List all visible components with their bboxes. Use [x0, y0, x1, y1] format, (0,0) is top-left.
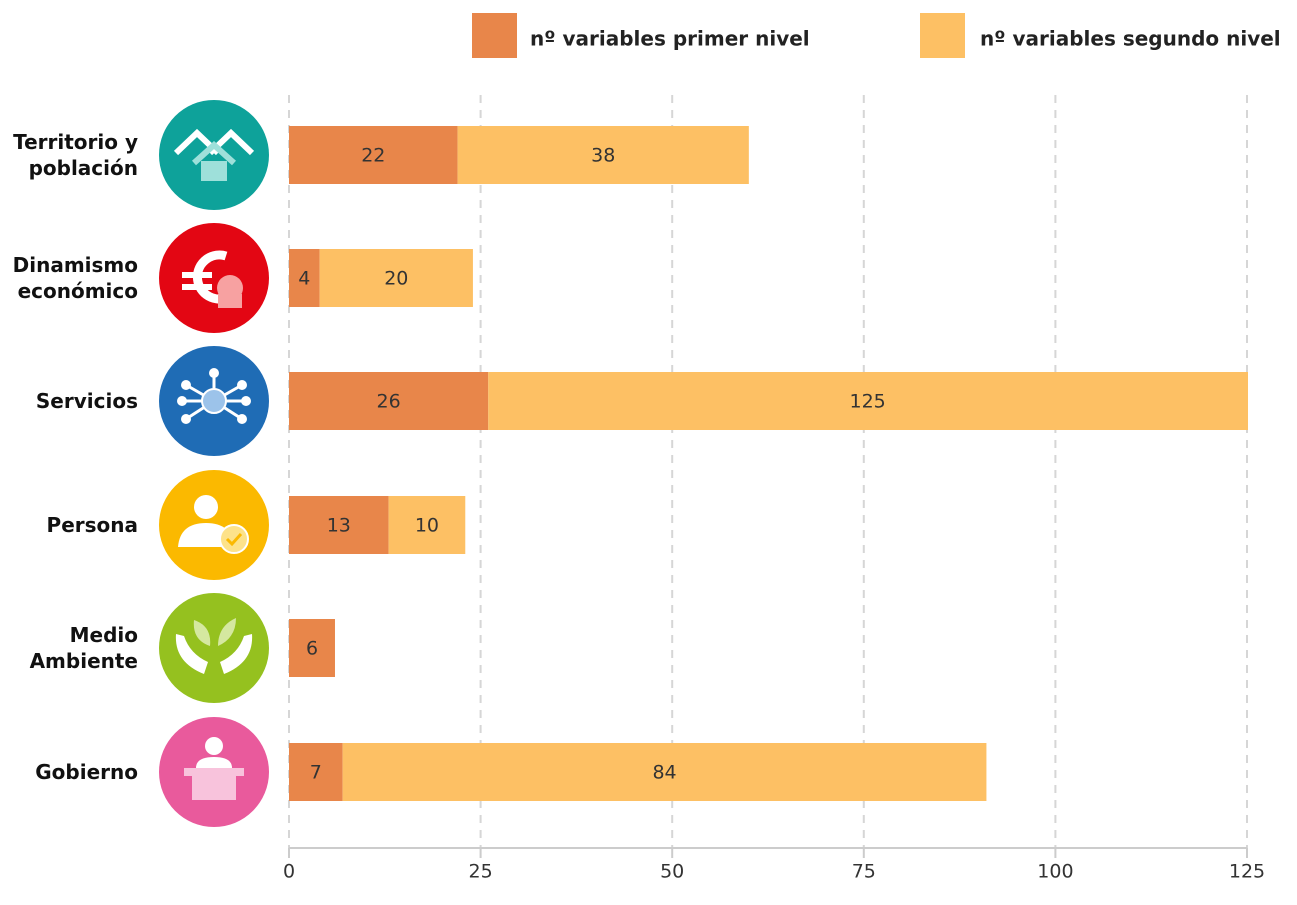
icon-economia: [159, 223, 269, 333]
category-label: Servicios: [35, 389, 138, 413]
category-label: Dinamismo económico: [12, 253, 138, 303]
x-tick-label: 0: [283, 861, 295, 883]
bar-segment: [289, 372, 489, 430]
x-tick-label: 50: [660, 861, 684, 883]
bar-segment: [289, 619, 335, 677]
data-label: 13: [327, 515, 351, 537]
data-label: 10: [415, 515, 439, 537]
bars: 22 38 4 20 26 125 13 10 6 7 84: [289, 126, 1248, 801]
data-label: 38: [591, 145, 615, 167]
legend-swatch: [920, 13, 965, 58]
data-label: 6: [306, 638, 318, 660]
category-label: Persona: [46, 513, 138, 537]
icon-medio-ambiente: [159, 593, 269, 703]
bar-segment: [457, 126, 749, 184]
category-icons: [159, 100, 269, 827]
legend-label: nº variables segundo nivel: [980, 27, 1281, 51]
bar-segment: [289, 743, 343, 801]
x-tick-label: 100: [1037, 861, 1073, 883]
bar-segment: [289, 249, 320, 307]
data-label: 125: [849, 391, 885, 413]
category-label: Medio Ambiente: [29, 623, 138, 673]
legend-label: nº variables primer nivel: [530, 27, 810, 51]
data-label: 22: [361, 145, 385, 167]
bar-segment: [289, 496, 389, 554]
legend-swatch: [472, 13, 517, 58]
bar-segment: [388, 496, 466, 554]
data-label: 20: [384, 268, 408, 290]
bar-segment: [289, 126, 458, 184]
icon-servicios: [159, 346, 269, 456]
bar-segment: [342, 743, 987, 801]
data-label: 26: [377, 391, 401, 413]
icon-gobierno: [159, 717, 269, 827]
category-label: Territorio y población: [13, 130, 138, 180]
x-tick-label: 25: [469, 861, 493, 883]
x-tick-label: 75: [852, 861, 876, 883]
icon-persona: [159, 470, 269, 580]
data-label: 4: [298, 268, 310, 290]
x-tick-label: 125: [1229, 861, 1265, 883]
data-label: 84: [652, 762, 676, 784]
bar-segment: [319, 249, 473, 307]
category-label: Gobierno: [35, 760, 138, 784]
bar-segment: [488, 372, 1248, 430]
icon-territorio: [159, 100, 269, 210]
data-label: 7: [310, 762, 322, 784]
